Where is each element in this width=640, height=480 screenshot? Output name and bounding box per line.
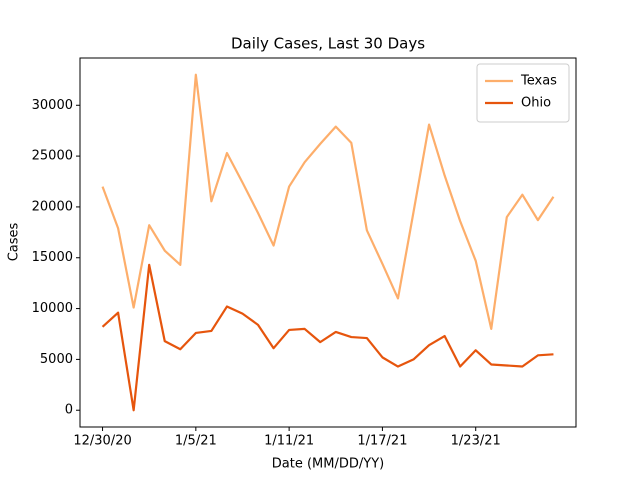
chart-title: Daily Cases, Last 30 Days xyxy=(231,35,425,53)
y-tick-label: 5000 xyxy=(40,352,73,367)
legend-box xyxy=(476,63,570,123)
series-line xyxy=(101,263,554,412)
x-tick-label: 1/11/21 xyxy=(264,434,314,449)
y-tick-label: 30000 xyxy=(32,98,73,113)
y-tick-label: 25000 xyxy=(32,149,73,164)
legend-label: Texas xyxy=(520,74,557,89)
x-tick-label: 1/17/21 xyxy=(357,434,407,449)
x-tick-label: 12/30/20 xyxy=(73,434,131,449)
series-line xyxy=(101,73,555,331)
y-axis-label: Cases xyxy=(7,222,22,261)
y-tick-label: 15000 xyxy=(32,250,73,265)
y-tick-label: 20000 xyxy=(32,199,73,214)
x-tick-label: 1/23/21 xyxy=(451,434,501,449)
plot-frame xyxy=(79,57,577,428)
y-tick-label: 10000 xyxy=(32,301,73,316)
x-tick-label: 1/5/21 xyxy=(175,434,217,449)
y-tick-label: 0 xyxy=(65,403,73,418)
x-axis-label: Date (MM/DD/YY) xyxy=(272,457,384,472)
legend-label: Ohio xyxy=(521,96,551,111)
